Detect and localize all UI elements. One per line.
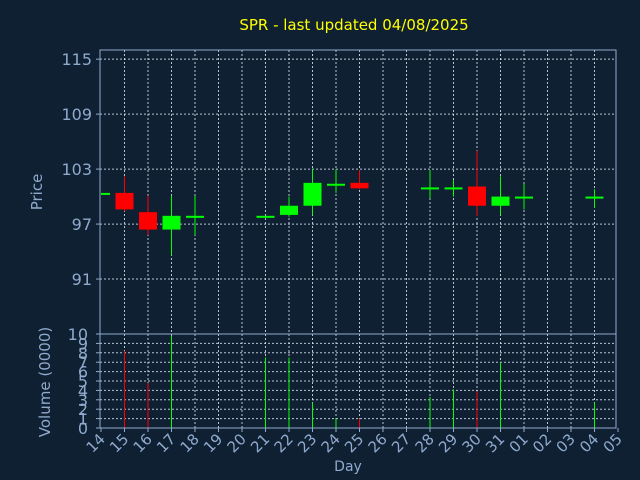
- volume-y-tick-label: 6: [78, 363, 88, 382]
- x-tick-label: 22: [271, 430, 297, 456]
- candle-body: [162, 215, 181, 230]
- candle-body: [585, 196, 604, 199]
- volume-y-tick-label: 0: [78, 419, 88, 438]
- x-tick-label: 05: [600, 430, 626, 456]
- price-candles: [101, 150, 604, 256]
- candle-body: [491, 196, 510, 206]
- candle-body: [350, 182, 369, 189]
- candle-body: [468, 186, 486, 206]
- volume-axis-label: Volume (0000): [36, 327, 54, 437]
- price-y-tick-label: 109: [61, 105, 92, 124]
- volume-y-tick-label: 1: [78, 410, 88, 429]
- candle-body: [303, 182, 322, 206]
- candle-body: [115, 192, 134, 210]
- volume-bars: [124, 335, 595, 428]
- x-tick-label: 19: [200, 430, 226, 456]
- candle-body: [327, 183, 345, 186]
- volume-y-tick-label: 9: [78, 334, 88, 353]
- candle-body: [421, 187, 439, 190]
- candle-body: [101, 192, 110, 195]
- price-plot-frame: [99, 49, 617, 335]
- volume-y-tick-label: 10: [68, 325, 88, 344]
- x-tick-label: 03: [553, 430, 579, 456]
- candle-body: [515, 196, 533, 199]
- x-tick-label: 02: [529, 430, 555, 456]
- candle-body: [186, 215, 204, 218]
- price-y-tick-label: 97: [72, 215, 92, 234]
- volume-y-tick-label: 5: [78, 372, 88, 391]
- x-tick-label: 04: [576, 430, 602, 456]
- volume-y-tick-label: 4: [78, 381, 88, 400]
- x-tick-label: 29: [435, 430, 461, 456]
- x-tick-label: 27: [388, 430, 414, 456]
- candle-body: [280, 205, 298, 215]
- x-axis-label: Day: [334, 459, 362, 475]
- x-tick-label: 17: [153, 430, 179, 456]
- x-tick-label: 28: [412, 430, 438, 456]
- x-tick-label: 26: [365, 430, 391, 456]
- price-grid: [100, 50, 616, 334]
- chart-title: SPR - last updated 04/08/2025: [239, 16, 468, 34]
- candle-body: [444, 187, 463, 190]
- x-tick-label: 23: [294, 430, 320, 456]
- x-tick-label: 25: [341, 430, 367, 456]
- volume-y-tick-label: 8: [78, 344, 88, 363]
- price-y-ticks: 115 109 103 97 91: [61, 50, 100, 335]
- volume-grid: [100, 334, 616, 428]
- price-y-tick-label: 91: [72, 270, 92, 289]
- x-tick-label: 30: [459, 430, 485, 456]
- volume-plot-frame: [99, 333, 617, 429]
- x-tick-label: 01: [506, 430, 532, 456]
- x-tick-labels: 1415161718192021222324252627282930310102…: [83, 428, 626, 456]
- x-tick-label: 15: [106, 430, 132, 456]
- volume-y-tick-label: 2: [78, 400, 88, 419]
- price-y-tick-label: 103: [61, 160, 92, 179]
- x-tick-label: 18: [177, 430, 203, 456]
- x-tick-label: 21: [247, 430, 273, 456]
- x-tick-label: 24: [318, 430, 344, 456]
- candle-body: [256, 215, 275, 218]
- x-tick-label: 20: [224, 430, 250, 456]
- candle-body: [139, 212, 157, 230]
- x-tick-label: 31: [482, 430, 508, 456]
- volume-y-tick-label: 7: [78, 353, 88, 372]
- price-y-tick-label: 115: [61, 50, 92, 69]
- price-axis-label: Price: [28, 174, 46, 211]
- volume-y-tick-label: 3: [78, 391, 88, 410]
- x-tick-label: 16: [130, 430, 156, 456]
